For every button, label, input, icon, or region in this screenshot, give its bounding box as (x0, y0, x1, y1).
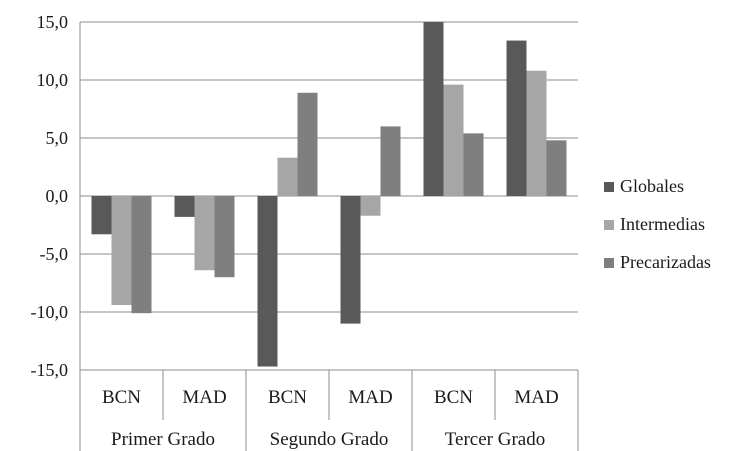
bars (91, 22, 567, 367)
bar-intermedias-0 (111, 196, 132, 306)
legend-swatch (604, 182, 614, 192)
bar-precarizadas-5 (546, 140, 567, 196)
bar-globales-4 (423, 22, 444, 196)
y-tick-label: -5,0 (40, 244, 69, 264)
bar-globales-2 (257, 196, 278, 367)
x-tick-label: MAD (348, 387, 392, 408)
y-tick-label: -15,0 (31, 360, 69, 380)
legend: Globales Intermedias Precarizadas (604, 176, 711, 272)
bar-globales-3 (340, 196, 361, 324)
bar-precarizadas-4 (463, 133, 484, 196)
group-labels: Primer Grado Segundo Grado Tercer Grado (111, 429, 545, 450)
y-tick-labels: 15,0 10,0 5,0 0,0 -5,0 -10,0 -15,0 (31, 12, 69, 380)
legend-label: Globales (620, 176, 684, 196)
bar-intermedias-3 (360, 196, 381, 216)
bar-intermedias-5 (526, 70, 547, 196)
x-tick-label: MAD (514, 387, 558, 408)
group-label: Tercer Grado (445, 429, 545, 450)
x-tick-label: BCN (102, 387, 141, 408)
bar-precarizadas-0 (131, 196, 152, 314)
gridlines (80, 21, 578, 371)
bar-globales-0 (91, 196, 112, 235)
x-tick-label: BCN (268, 387, 307, 408)
y-tick-label: 10,0 (37, 70, 69, 90)
legend-swatch (604, 258, 614, 268)
group-label: Primer Grado (111, 429, 215, 450)
bar-intermedias-2 (277, 157, 298, 196)
axes (79, 22, 579, 451)
legend-label: Precarizadas (620, 252, 711, 272)
y-tick-label: 0,0 (46, 186, 69, 206)
y-tick-label: 5,0 (46, 128, 69, 148)
x-tick-label: MAD (182, 387, 226, 408)
y-tick-label: 15,0 (37, 12, 69, 32)
bar-precarizadas-1 (214, 196, 235, 278)
legend-label: Intermedias (620, 214, 705, 234)
legend-swatch (604, 220, 614, 230)
bar-globales-1 (174, 196, 195, 217)
group-label: Segundo Grado (270, 429, 389, 450)
y-tick-label: -10,0 (31, 302, 69, 322)
bar-globales-5 (506, 40, 527, 197)
bar-precarizadas-2 (297, 92, 318, 196)
bar-intermedias-4 (443, 84, 464, 196)
x-tick-labels: BCN MAD BCN MAD BCN MAD (102, 387, 559, 408)
bar-precarizadas-3 (380, 126, 401, 196)
bar-intermedias-1 (194, 196, 215, 271)
x-tick-label: BCN (434, 387, 473, 408)
